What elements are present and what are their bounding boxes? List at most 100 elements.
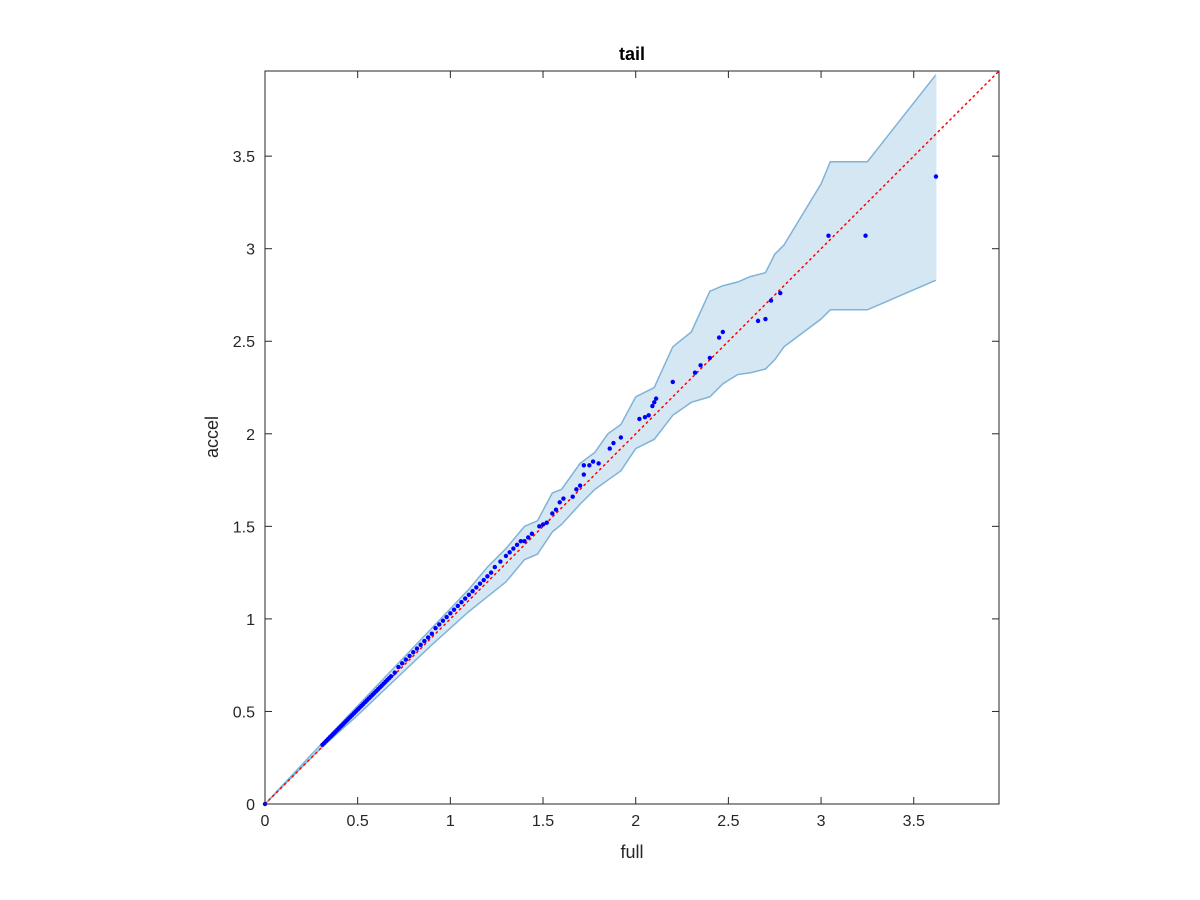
data-point [418, 642, 423, 648]
data-point [488, 570, 494, 575]
data-point [511, 546, 516, 551]
data-point [411, 650, 416, 655]
data-point [692, 370, 698, 375]
y-tick-label: 0 [246, 797, 255, 814]
data-point [720, 329, 726, 335]
x-tick-label: 0.5 [347, 813, 369, 830]
data-point [522, 538, 527, 544]
x-tick-label: 1.5 [532, 813, 554, 830]
data-point [557, 500, 562, 505]
data-point [550, 511, 555, 516]
data-point [596, 461, 601, 466]
data-point [670, 379, 675, 385]
y-tick-label: 3.5 [233, 149, 255, 166]
data-point [707, 355, 713, 361]
y-tick-label: 1 [246, 612, 255, 629]
axes-frame [264, 70, 1000, 805]
data-point [425, 635, 431, 640]
data-point [437, 622, 442, 627]
y-tick-label: 2 [246, 427, 255, 444]
data-point [429, 631, 435, 636]
data-point [507, 550, 512, 555]
y-tick-label: 0.5 [233, 704, 255, 721]
data-point [650, 403, 655, 409]
data-point [755, 318, 761, 324]
x-tick-label: 0 [261, 813, 270, 830]
confidence-band-upper-edge [264, 74, 937, 805]
data-point [933, 174, 939, 179]
data-point [768, 298, 774, 303]
data-point [466, 592, 472, 598]
data-point [422, 638, 427, 644]
data-point [778, 290, 783, 296]
data-point [492, 564, 498, 570]
data-point [587, 463, 592, 468]
confidence-band-lower-edge [264, 279, 937, 805]
data-point [553, 507, 559, 512]
data-points-layer [262, 174, 939, 807]
reference-line-layer [264, 70, 1000, 805]
data-point [403, 657, 409, 662]
plot-axes: 0 0.5 1 1.5 2 2.5 3 3.5 0 0.5 1 1.5 2 2.5 3 3.5 [233, 70, 1000, 830]
data-point [481, 577, 486, 583]
data-point [444, 614, 449, 620]
data-point [526, 535, 531, 540]
y-tick-label: 2.5 [233, 334, 255, 351]
data-point [407, 653, 412, 659]
data-point [540, 522, 546, 527]
data-point [652, 400, 657, 405]
data-point [414, 646, 420, 651]
data-point [544, 520, 549, 525]
data-point [577, 483, 583, 488]
data-point [433, 625, 438, 631]
x-tick-label: 2.5 [717, 813, 739, 830]
data-point [653, 396, 659, 401]
data-point [763, 316, 768, 322]
y-axis-label: accel [202, 416, 222, 458]
x-axis-label: full [620, 842, 643, 862]
data-point [388, 674, 394, 679]
x-tick-label: 3.5 [903, 813, 925, 830]
data-point [470, 588, 475, 594]
data-point [826, 233, 831, 238]
data-point [485, 574, 490, 579]
y-tick-label: 3 [246, 242, 255, 259]
data-point [646, 413, 651, 418]
data-point [637, 416, 642, 422]
data-point [716, 335, 722, 340]
data-point [574, 487, 579, 492]
x-ticks: 0 0.5 1 1.5 2 2.5 3 3.5 [261, 71, 925, 830]
x-tick-label: 3 [817, 813, 826, 830]
data-point [399, 661, 405, 666]
data-point [570, 494, 575, 499]
data-point [529, 531, 535, 536]
x-tick-label: 1 [446, 813, 455, 830]
y-ticks: 0 0.5 1 1.5 2 2.5 3 3.5 [233, 149, 999, 814]
data-point [611, 440, 616, 446]
data-point [618, 435, 624, 440]
data-point [581, 472, 587, 477]
data-point [451, 607, 457, 612]
data-point [642, 414, 648, 420]
data-point [581, 463, 587, 468]
data-point [392, 670, 397, 675]
data-point [537, 524, 542, 529]
data-point [440, 618, 446, 623]
data-point [474, 585, 479, 590]
data-point [698, 363, 703, 368]
y-tick-label: 1.5 [233, 519, 255, 536]
data-point [518, 538, 523, 544]
data-point [503, 553, 509, 559]
data-point [863, 233, 868, 238]
data-point [514, 542, 520, 548]
chart-title: tail [619, 44, 645, 64]
data-point [459, 600, 464, 605]
data-point [455, 603, 460, 609]
data-point [561, 496, 566, 501]
data-point [462, 596, 468, 601]
reference-line [264, 70, 1000, 805]
data-point [590, 459, 596, 464]
data-point [498, 559, 503, 564]
data-point [448, 611, 453, 616]
